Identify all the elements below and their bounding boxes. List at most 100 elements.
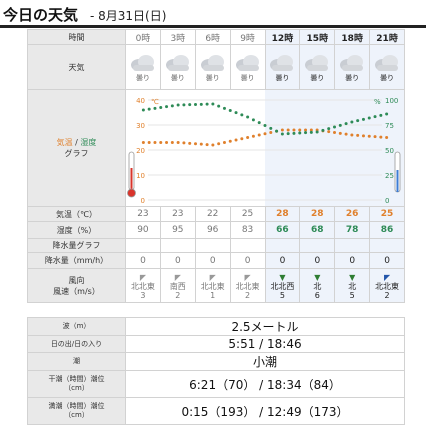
humidity-unit-label: % bbox=[374, 98, 381, 106]
wind-label: 風向 風速（m/s） bbox=[27, 268, 126, 303]
precip-value-6: 0 bbox=[334, 252, 371, 269]
wind-speed-1: 2 bbox=[175, 290, 181, 300]
legend-humidity: 湿度 bbox=[80, 138, 97, 147]
humidity-dot bbox=[356, 119, 360, 123]
weather-text-4: 曇り bbox=[275, 73, 290, 82]
chart-cell: 40 100 30 75 20 50 10 25 0 0 ℃% bbox=[125, 89, 405, 207]
humidity-dot bbox=[147, 107, 151, 111]
high-tide-label-2: （cm） bbox=[64, 411, 89, 419]
humidity-dot bbox=[176, 103, 180, 107]
temp-row: 気温（℃） 23 23 22 25 28 28 26 25 bbox=[27, 206, 405, 222]
humidity-value-0: 90 bbox=[125, 221, 161, 239]
cloud-icon bbox=[165, 54, 189, 71]
temp-value-3: 25 bbox=[229, 206, 266, 222]
wind-arrow-icon: ◤ bbox=[139, 272, 147, 282]
temp-dot bbox=[309, 128, 313, 132]
temp-dot bbox=[280, 128, 284, 132]
page-title: 今日の天気 bbox=[3, 6, 79, 24]
humidity-row: 湿度（%） 90 95 96 83 66 68 78 86 bbox=[27, 221, 405, 239]
precip-graph-cell-1 bbox=[159, 238, 196, 253]
temp-value-2: 22 bbox=[194, 206, 231, 222]
weather-cell-4: 曇り bbox=[264, 44, 301, 90]
temp-dot bbox=[338, 131, 342, 135]
weather-cell-2: 曇り bbox=[194, 44, 231, 90]
temp-dot bbox=[182, 141, 186, 145]
weather-text-3: 曇り bbox=[240, 73, 255, 82]
temp-dot bbox=[263, 132, 267, 136]
high-tide-value: 0:15（193） / 12:49（173） bbox=[125, 397, 405, 425]
temp-dot bbox=[205, 143, 209, 147]
temp-dot bbox=[159, 141, 163, 144]
weather-row: 天気 曇り 曇り 曇り 曇り 曇り 曇り 曇り 曇り bbox=[27, 44, 405, 90]
cloud-icon bbox=[200, 54, 224, 71]
temp-dot bbox=[327, 130, 331, 134]
wind-row: 風向 風速（m/s） ◤ 北北東 3 ◤ 南西 2 ◤ 北北東 1 ◤ 北北東 2 ▼ 北北西 5 ▼ 北 6 ▼ 北… bbox=[27, 268, 405, 303]
precip-value-3: 0 bbox=[229, 252, 266, 269]
temp-dot bbox=[147, 141, 151, 144]
temp-dot bbox=[222, 141, 226, 144]
humidity-dot bbox=[286, 132, 290, 136]
temp-dot bbox=[367, 134, 371, 138]
hour-6: 18時 bbox=[334, 29, 371, 45]
temp-dot bbox=[292, 128, 296, 132]
precip-label: 降水量（mm/h） bbox=[27, 252, 126, 269]
humidity-dot bbox=[275, 129, 279, 133]
wind-speed-2: 1 bbox=[210, 290, 216, 300]
weather-label: 天気 bbox=[27, 44, 126, 90]
humidity-value-1: 95 bbox=[159, 221, 196, 239]
temp-dot bbox=[350, 133, 354, 137]
wind-cell-3: ◤ 北北東 2 bbox=[229, 268, 266, 303]
wind-speed-6: 5 bbox=[349, 290, 355, 300]
wind-arrow-icon: ◤ bbox=[383, 272, 391, 282]
temp-dot bbox=[199, 142, 203, 146]
wind-cell-4: ▼ 北北西 5 bbox=[264, 268, 301, 303]
humidity-dot bbox=[269, 126, 273, 130]
wind-cell-2: ◤ 北北東 1 bbox=[194, 268, 231, 303]
legend-graph-word: グラフ bbox=[64, 149, 89, 158]
precip-graph-cell-6 bbox=[334, 238, 371, 253]
graph-row: 気温 / 湿度 グラフ 40 100 30 75 20 50 10 25 0 0 ℃% bbox=[27, 89, 405, 207]
wind-cell-0: ◤ 北北東 3 bbox=[125, 268, 161, 303]
cloud-icon bbox=[235, 54, 259, 71]
humidity-dot bbox=[350, 120, 354, 124]
low-tide-value: 6:21（70） / 18:34（84） bbox=[125, 370, 405, 398]
weather-cell-1: 曇り bbox=[159, 44, 196, 90]
temp-dot bbox=[385, 136, 389, 139]
temp-tick-label: 40 bbox=[136, 97, 145, 105]
temp-tick-label: 10 bbox=[136, 172, 145, 180]
humidity-dot bbox=[153, 106, 157, 110]
temp-dot bbox=[217, 142, 221, 146]
humidity-dot bbox=[373, 115, 377, 119]
temp-value-7: 25 bbox=[369, 206, 405, 222]
temp-dot bbox=[246, 136, 250, 139]
humidity-tick-label: 100 bbox=[385, 97, 398, 105]
temp-dot bbox=[240, 137, 244, 141]
weather-text-1: 曇り bbox=[170, 73, 185, 82]
humidity-dot bbox=[309, 130, 313, 134]
temp-label: 気温（℃） bbox=[27, 206, 126, 222]
humidity-dot bbox=[222, 106, 226, 110]
weather-cell-0: 曇り bbox=[125, 44, 161, 90]
humidity-dot bbox=[234, 111, 238, 115]
humidity-dot bbox=[251, 118, 255, 122]
cloud-icon bbox=[130, 54, 154, 71]
humidity-dot bbox=[170, 104, 174, 108]
precip-graph-cell-0 bbox=[125, 238, 161, 253]
wind-direction-0: 北北東 bbox=[130, 281, 155, 291]
humidity-dot bbox=[338, 123, 342, 127]
humidity-dot bbox=[379, 113, 383, 117]
temp-dot bbox=[298, 128, 302, 132]
humidity-dot bbox=[199, 102, 203, 106]
humidity-dot bbox=[280, 132, 284, 136]
humidity-label: 湿度（%） bbox=[27, 221, 126, 239]
wind-direction-3: 北北東 bbox=[235, 281, 260, 291]
cloud-icon bbox=[305, 54, 329, 71]
sun-value: 5:51 / 18:46 bbox=[125, 335, 405, 353]
low-tide-row: 干潮（時間）潮位 （cm） 6:21（70） / 18:34（84） bbox=[27, 370, 405, 398]
temp-dot bbox=[286, 128, 290, 132]
thermometer-fill bbox=[130, 168, 133, 190]
temp-dot bbox=[304, 128, 308, 132]
hour-7: 21時 bbox=[369, 29, 405, 45]
weather-text-7: 曇り bbox=[380, 73, 395, 82]
weather-cell-7: 曇り bbox=[369, 44, 405, 90]
